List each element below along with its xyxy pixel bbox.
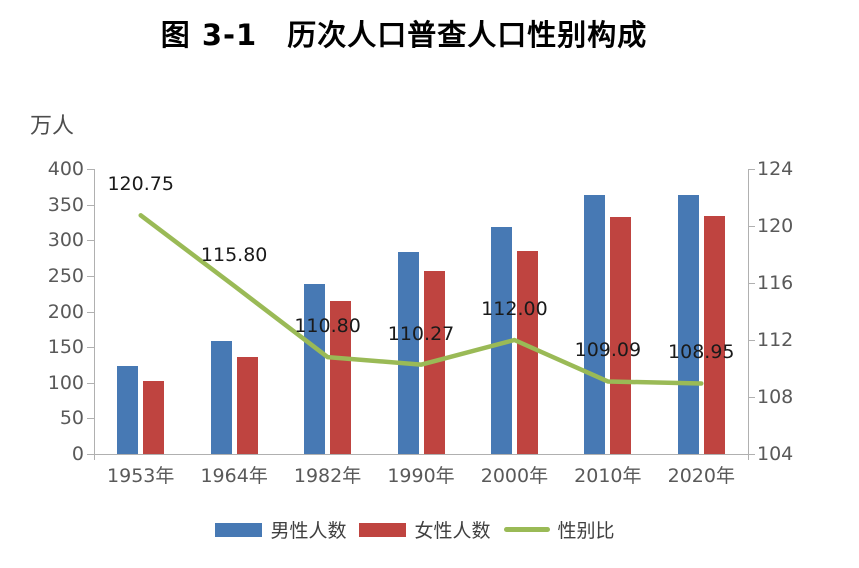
x-axis-category-label: 2010年 [574,465,642,487]
right-axis-tick-mark [748,169,755,170]
left-axis-tick-label: 300 [47,229,84,252]
left-axis-tick-label: 0 [71,443,84,465]
right-axis-tick-label: 120 [757,215,794,237]
right-axis-tick-label: 116 [757,272,794,294]
left-axis-tick-mark [87,418,94,420]
sex-ratio-data-label: 108.95 [668,341,735,364]
sex-ratio-data-label: 112.00 [481,298,548,320]
left-axis-tick-label: 50 [59,407,84,430]
female-bar [610,216,632,454]
right-axis-tick-label: 124 [757,158,794,180]
right-axis-tick-mark [748,397,755,398]
right-axis-tick-label: 112 [757,329,794,351]
male-bar [210,341,232,454]
legend-item-ratio: 性别比 [503,516,615,543]
left-axis-tick-mark [87,169,94,170]
male-bar [397,252,419,454]
right-axis-tick-mark [748,340,755,341]
right-axis-tick-label: 104 [757,443,794,465]
male-bar-swatch [215,522,263,537]
sex-ratio-data-label: 109.09 [574,339,642,362]
left-axis-tick-mark [87,382,94,384]
legend-label-ratio: 性别比 [557,520,615,542]
left-axis-unit-label: 万人 [30,114,75,139]
left-axis-tick-label: 400 [47,158,84,180]
x-axis-category-label: 1953年 [107,465,175,487]
left-axis-line [94,169,95,460]
male-bar [677,194,699,454]
male-bar [490,226,512,454]
left-axis-tick-mark [87,204,94,206]
chart-title: 图 3-1 历次人口普查人口性别构成 [160,18,648,52]
left-axis-tick-label: 250 [47,264,84,287]
right-axis-tick-mark [748,226,755,227]
right-axis-tick-mark [748,454,755,455]
left-axis-tick-mark [87,454,94,455]
female-bar [236,356,258,454]
legend-item-male: 男性人数 [215,516,346,543]
male-bar [584,195,606,454]
sex-ratio-data-label: 120.75 [107,173,174,196]
left-axis-tick-label: 200 [47,300,84,323]
male-bar [304,284,326,454]
legend-label-female: 女性人数 [414,520,491,542]
female-bar [516,251,538,454]
right-axis-tick-label: 108 [757,386,794,408]
left-axis-tick-mark [87,347,94,349]
x-axis-category-label: 2000年 [480,465,549,487]
legend-item-female: 女性人数 [359,516,491,543]
x-axis-category-label: 1990年 [387,465,455,487]
male-bar [117,366,139,454]
x-axis-category-label: 1964年 [200,465,268,487]
x-axis-category-label: 2020年 [667,465,735,487]
sex-ratio-data-label: 110.80 [294,315,361,338]
female-bar [423,271,445,454]
right-axis-tick-mark [748,283,755,284]
left-axis-tick-mark [87,240,94,242]
left-axis-tick-mark [87,311,94,313]
female-bar [143,381,165,454]
sex-ratio-data-label: 115.80 [200,243,268,266]
x-axis-line [88,454,755,455]
sex-ratio-line-swatch [503,527,550,532]
legend-label-male: 男性人数 [270,520,347,542]
x-axis-category-label: 1982年 [293,465,362,487]
sex-ratio-data-label: 110.27 [387,322,455,345]
chart-legend: 男性人数 女性人数 性别比 [0,516,830,543]
right-axis-line [748,169,749,460]
female-bar [703,215,725,454]
female-bar-swatch [359,522,407,537]
left-axis-tick-label: 100 [47,371,84,394]
left-axis-tick-mark [87,275,94,277]
left-axis-tick-label: 350 [47,193,84,216]
left-axis-tick-label: 150 [47,336,84,359]
